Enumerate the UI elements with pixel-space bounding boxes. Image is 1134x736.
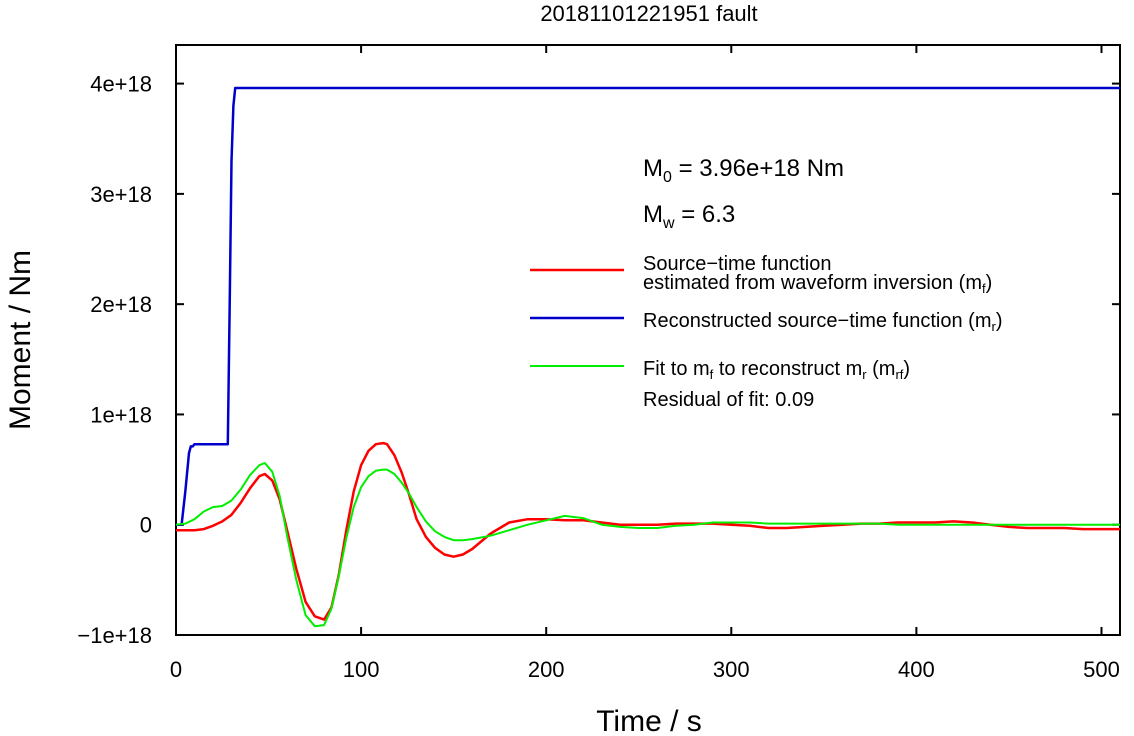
x-tick-label: 300 (713, 657, 750, 682)
m0-subscript: 0 (663, 169, 672, 186)
legend: Source−time function estimated from wave… (530, 253, 1003, 411)
m0-value: = 3.96e+18 Nm (672, 155, 844, 182)
y-tick-label: −1e+18 (77, 623, 152, 648)
mw-annotation: Mw = 6.3 (643, 201, 735, 232)
y-tick-label: 4e+18 (90, 72, 152, 97)
series-line-fit (175, 462, 1120, 628)
series-group (175, 86, 1120, 628)
x-tick-label: 100 (343, 657, 380, 682)
residual-annotation: Residual of fit: 0.09 (643, 389, 814, 411)
m0-annotation: M0 = 3.96e+18 Nm (643, 155, 844, 186)
plot-frame (175, 44, 1121, 636)
mw-value: = 6.3 (675, 201, 736, 228)
x-axis: 0 100 200 300 400 500 (170, 45, 1120, 682)
y-tick-label: 2e+18 (90, 292, 152, 317)
y-axis: −1e+18 0 1e+18 2e+18 3e+18 4e+18 (77, 72, 1120, 648)
x-tick-label: 200 (528, 657, 565, 682)
y-tick-label: 3e+18 (90, 182, 152, 207)
legend-label-reconstructed: Reconstructed source−time function (mr) (643, 310, 1003, 334)
mw-label: M (643, 201, 663, 228)
y-tick-label: 0 (140, 513, 152, 538)
x-tick-label: 400 (898, 657, 935, 682)
mw-subscript: w (662, 215, 675, 232)
series-line-reconstructed (176, 86, 1120, 526)
legend-label-fit: Fit to mf to reconstruct mr (mrf) (643, 358, 910, 382)
y-tick-label: 1e+18 (90, 402, 152, 427)
chart-title: 20181101221951 fault (540, 1, 757, 26)
m0-label: M (643, 155, 663, 182)
legend-label-source-time: Source−time function estimated from wave… (643, 253, 992, 296)
series-line-source-time (176, 441, 1120, 621)
y-axis-label: Moment / Nm (4, 250, 37, 430)
x-tick-label: 500 (1083, 657, 1120, 682)
x-tick-label: 0 (170, 657, 182, 682)
x-axis-label: Time / s (596, 705, 702, 736)
